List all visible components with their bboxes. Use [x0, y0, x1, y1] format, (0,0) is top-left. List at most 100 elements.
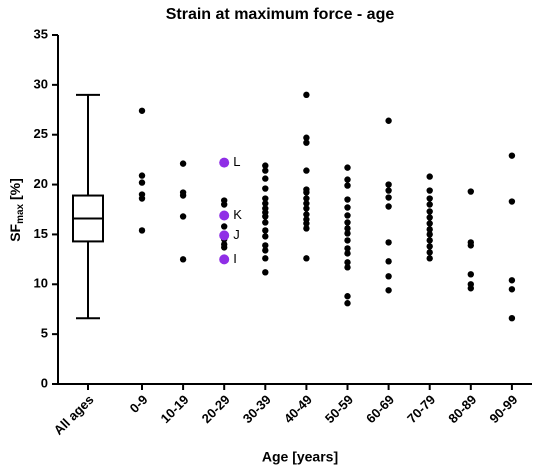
point — [303, 225, 310, 232]
point — [262, 167, 269, 174]
y-tick-label: 15 — [34, 226, 48, 241]
point — [179, 256, 187, 263]
point — [138, 227, 146, 234]
point — [426, 226, 433, 233]
point — [385, 194, 392, 201]
point — [385, 187, 392, 194]
highlight-label: K — [233, 207, 242, 222]
point — [138, 172, 146, 179]
point — [426, 231, 433, 238]
point — [385, 258, 392, 265]
highlight-label: J — [233, 227, 240, 242]
point — [344, 250, 351, 257]
point — [262, 200, 269, 207]
point — [385, 239, 392, 246]
point — [426, 187, 433, 194]
x-tick-label: 50-59 — [322, 392, 356, 426]
y-tick-label: 25 — [34, 126, 48, 141]
point — [344, 225, 351, 232]
point — [344, 245, 351, 252]
highlight-label: L — [233, 154, 240, 169]
point — [179, 213, 187, 220]
point — [508, 198, 516, 205]
x-tick-label: All ages — [51, 392, 97, 438]
point — [385, 117, 392, 124]
x-tick-label: 60-69 — [363, 392, 397, 426]
y-tick-label: 10 — [34, 276, 48, 291]
point — [426, 249, 433, 256]
point — [426, 255, 433, 262]
point — [262, 185, 269, 192]
point — [262, 213, 269, 220]
point — [262, 195, 269, 202]
point — [426, 173, 433, 180]
point — [138, 107, 146, 114]
x-tick-label: 20-29 — [199, 392, 233, 426]
point — [221, 223, 228, 230]
x-tick-label: 40-49 — [281, 392, 315, 426]
point — [179, 192, 187, 199]
point — [426, 214, 433, 221]
point — [303, 200, 310, 207]
point — [344, 196, 351, 203]
point — [138, 195, 146, 202]
point — [344, 219, 351, 226]
y-axis-title: SFmax [%] — [7, 178, 26, 242]
point — [467, 188, 474, 195]
point — [221, 201, 228, 208]
x-axis-title: Age [years] — [262, 449, 338, 465]
point — [262, 227, 269, 234]
point — [262, 255, 269, 262]
highlight-label: I — [233, 251, 237, 266]
y-tick-label: 20 — [34, 176, 48, 191]
point — [344, 164, 351, 171]
point — [303, 255, 310, 262]
point — [508, 152, 516, 159]
highlight-point — [219, 210, 230, 221]
y-tick-label: 35 — [34, 26, 48, 41]
point — [262, 269, 269, 276]
point — [262, 233, 269, 240]
point — [303, 189, 310, 196]
point — [426, 237, 433, 244]
point — [426, 243, 433, 250]
point — [426, 201, 433, 208]
point — [303, 167, 310, 174]
y-tick-label: 5 — [41, 326, 48, 341]
point — [303, 195, 310, 202]
x-tick-label: 90-99 — [486, 392, 520, 426]
point — [179, 160, 187, 167]
point — [385, 287, 392, 294]
point — [426, 195, 433, 202]
point — [262, 247, 269, 254]
y-axis-title-sub: max — [15, 203, 26, 223]
x-tick-label: 0-9 — [127, 392, 151, 416]
y-axis-title-tail: [%] — [7, 178, 23, 204]
y-tick-label: 0 — [41, 375, 48, 390]
point — [221, 244, 228, 251]
point — [426, 220, 433, 227]
point — [385, 203, 392, 210]
point — [303, 134, 310, 141]
x-tick-label: 10-19 — [158, 392, 192, 426]
point — [303, 91, 310, 99]
point — [138, 179, 146, 186]
point — [344, 182, 351, 189]
point — [385, 181, 392, 188]
y-tick-label: 30 — [34, 76, 48, 91]
point — [508, 314, 516, 322]
point — [262, 162, 269, 169]
highlight-point — [219, 230, 230, 241]
point — [262, 219, 269, 226]
point — [508, 277, 516, 284]
point — [344, 293, 351, 300]
chart-title: Strain at maximum force - age — [166, 6, 395, 23]
point — [303, 139, 310, 146]
point — [344, 176, 351, 183]
highlight-point — [219, 254, 230, 265]
point — [467, 271, 474, 278]
point — [344, 264, 351, 271]
point — [508, 286, 516, 293]
highlight-point — [219, 157, 230, 168]
